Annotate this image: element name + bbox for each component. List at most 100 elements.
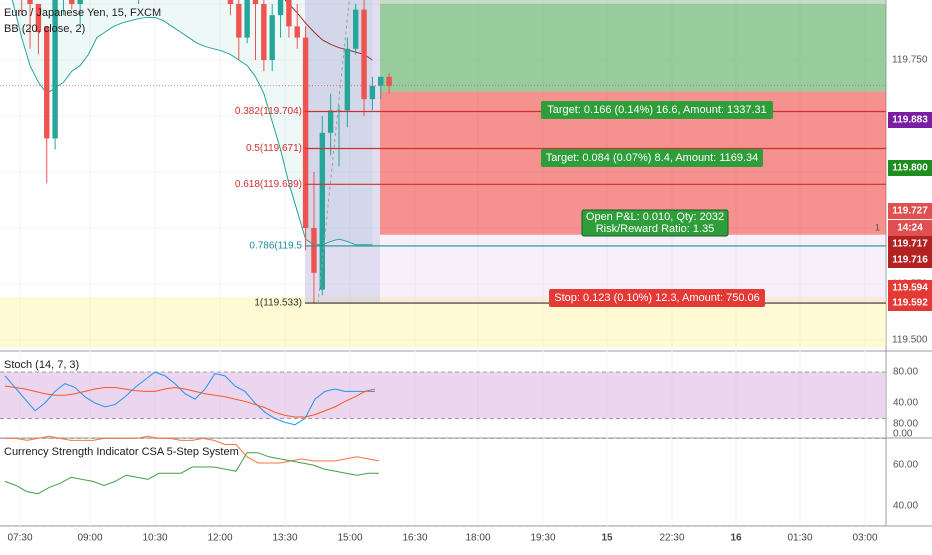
candle-body[interactable] (319, 132, 325, 290)
time-tick-label: 12:00 (207, 533, 232, 544)
candle-body[interactable] (327, 110, 334, 133)
price-badge[interactable] (888, 112, 932, 128)
price-badge-label[interactable]: 119.594 (892, 283, 928, 294)
stochastic-pane[interactable] (0, 371, 886, 426)
candle-body[interactable] (311, 228, 317, 273)
symbol-title[interactable]: Euro / Japanese Yen, 15, FXCM (4, 7, 162, 19)
candle-body[interactable] (294, 26, 300, 38)
price-badge-label[interactable]: 14:24 (897, 223, 923, 234)
time-tick-label: 03:00 (852, 533, 877, 544)
target1-profit-zone (380, 0, 886, 4)
price-tick-label: 119.500 (892, 335, 928, 346)
main-pane-legend: Euro / Japanese Yen, 15, FXCM BB (20, cl… (4, 5, 161, 37)
target2-profit-zone (380, 4, 886, 92)
price-badge[interactable] (888, 252, 932, 268)
target1-label[interactable]: Target: 0.166 (0.14%) 16.6, Amount: 1337… (547, 104, 767, 116)
time-tick-label: 15 (601, 533, 613, 544)
csa-tick-label: 40.00 (893, 501, 918, 512)
csa-tick-label: 80.00 (893, 419, 918, 430)
candle-body[interactable] (302, 37, 309, 228)
stoch-d-line[interactable] (4, 385, 376, 418)
candle-body[interactable] (227, 0, 234, 4)
price-badge-label[interactable]: 119.883 (892, 115, 928, 126)
candle-body[interactable] (252, 0, 259, 4)
stop-label[interactable]: Stop: 0.123 (0.10%) 12.3, Amount: 750.06 (554, 292, 759, 304)
time-tick-label: 19:30 (530, 533, 555, 544)
stoch-tick-label: 80.00 (893, 367, 918, 378)
candle-body[interactable] (277, 0, 284, 16)
time-tick-label: 15:00 (337, 533, 362, 544)
bollinger-bands (11, 0, 373, 246)
target1-label-box[interactable] (541, 101, 773, 119)
csa-pane-legend: Currency Strength Indicator CSA 5-Step S… (4, 444, 239, 460)
currency-strength-pane[interactable] (0, 435, 886, 527)
pnl-box[interactable] (581, 209, 729, 237)
csa-green-line[interactable] (4, 452, 379, 495)
time-tick-label: 07:30 (7, 533, 32, 544)
open-pnl-label[interactable]: Open P&L: 0.010, Qty: 2032 (586, 211, 724, 223)
fib-level-label: 0.786(119.5 (249, 241, 302, 252)
candle-body[interactable] (269, 15, 275, 60)
time-tick-label: 09:00 (77, 533, 102, 544)
price-badge-label[interactable]: 119.727 (892, 206, 928, 217)
target2-label[interactable]: Target: 0.084 (0.07%) 8.4, Amount: 1169.… (546, 152, 759, 164)
time-tick-label: 22:30 (659, 533, 684, 544)
csa-indicator-label[interactable]: Currency Strength Indicator CSA 5-Step S… (4, 446, 239, 458)
price-badge-label[interactable]: 119.717 (892, 239, 928, 250)
csa-orange-line[interactable] (5, 435, 380, 464)
fib-trend-line[interactable] (317, 0, 350, 304)
risk-reward-label[interactable]: Risk/Reward Ratio: 1.35 (596, 223, 715, 235)
candle-body[interactable] (27, 0, 33, 4)
price-badge-label[interactable]: 119.592 (892, 298, 928, 309)
price-badge-label[interactable]: 119.716 (892, 255, 928, 266)
time-tick-label: 10:30 (142, 533, 167, 544)
candle-body[interactable] (286, 0, 292, 27)
bb-indicator-label[interactable]: BB (20, close, 2) (4, 23, 86, 35)
candle-body[interactable] (52, 0, 58, 139)
fibonacci-retracement[interactable]: -0.618(119.981)-0.2(119.885)0(119.810)0.… (0, 0, 886, 309)
target2-label-box[interactable] (541, 149, 763, 167)
stop-label-box[interactable] (549, 289, 765, 307)
fib-level-label: 0.618(119.639) (235, 179, 302, 190)
candle-body[interactable] (69, 0, 75, 4)
bb-lower-band (11, 0, 373, 246)
candle-body[interactable] (44, 26, 50, 139)
price-badge[interactable] (888, 220, 932, 236)
csa-tick-label: 60.00 (893, 460, 918, 471)
price-badge[interactable] (888, 236, 932, 252)
fib-level-label: 1(119.533) (254, 298, 302, 309)
candle-body[interactable] (236, 4, 242, 38)
position-labels[interactable]: Target: 0.166 (0.14%) 16.6, Amount: 1337… (541, 101, 773, 307)
time-tick-label: 16:30 (402, 533, 427, 544)
candle-body[interactable] (261, 4, 267, 60)
candle-body[interactable] (344, 48, 351, 111)
stoch-indicator-label[interactable]: Stoch (14, 7, 3) (4, 359, 80, 371)
stoch-k-line[interactable] (4, 371, 375, 426)
candle-body[interactable] (369, 85, 376, 100)
candle-body[interactable] (361, 9, 367, 100)
candle-body[interactable] (35, 4, 42, 32)
price-badge[interactable] (888, 295, 932, 311)
price-badge[interactable] (888, 160, 932, 176)
fib-shaded-area (305, 0, 380, 304)
fib-level-label: 0.382(119.704) (235, 106, 302, 117)
bb-basis-line (284, 0, 373, 61)
candle-body[interactable] (353, 9, 359, 49)
price-badge[interactable] (888, 280, 932, 296)
candlestick-series[interactable] (2, 0, 392, 304)
stoch-pane-legend: Stoch (14, 7, 3) (4, 357, 79, 373)
candle-body[interactable] (386, 76, 392, 86)
price-badge[interactable] (888, 203, 932, 219)
last-price-marker: 1 (875, 222, 880, 232)
candle-body[interactable] (77, 0, 83, 4)
candle-body[interactable] (336, 110, 342, 112)
stoch-tick-label: 0.00 (893, 429, 913, 440)
time-tick-label: 13:30 (272, 533, 297, 544)
candle-body[interactable] (378, 76, 384, 86)
candle-body[interactable] (244, 0, 250, 38)
price-badge-label[interactable]: 119.800 (892, 163, 928, 174)
stoch-band (0, 372, 886, 419)
axes[interactable]: 120.050120.000119.950119.900119.850119.7… (7, 0, 932, 544)
